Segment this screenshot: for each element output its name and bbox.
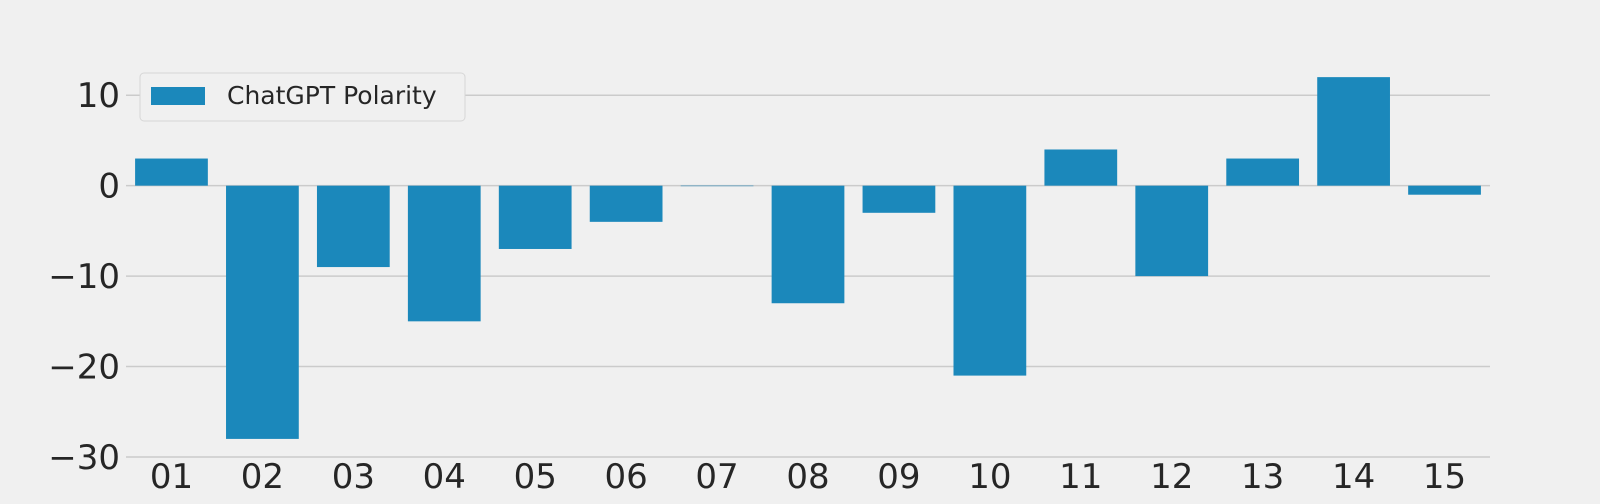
bars: [135, 77, 1481, 439]
x-tick-label: 10: [968, 457, 1011, 497]
bar-11: [1044, 149, 1118, 186]
y-axis-ticks: 10 0 −10 −20 −30: [48, 76, 120, 478]
x-tick-label: 03: [332, 457, 375, 497]
legend-label: ChatGPT Polarity: [227, 81, 437, 110]
bar-10: [953, 185, 1027, 376]
y-tick-label: 10: [77, 76, 120, 116]
x-tick-label: 12: [1150, 457, 1193, 497]
bar-07: [680, 185, 754, 187]
bar-14: [1317, 77, 1390, 186]
y-tick-label: −30: [48, 438, 120, 478]
legend-box: [139, 72, 466, 122]
x-tick-label: 08: [786, 457, 829, 497]
bar-04: [407, 185, 481, 322]
x-tick-label: 06: [605, 457, 648, 497]
y-tick-label: 0: [98, 167, 120, 207]
y-tick-label: −10: [48, 257, 120, 297]
x-tick-label: 05: [514, 457, 557, 497]
x-tick-label: 09: [877, 457, 920, 497]
x-tick-label: 13: [1241, 457, 1284, 497]
bar-01: [135, 158, 208, 186]
bar-13: [1226, 158, 1300, 186]
bar-12: [1135, 185, 1209, 277]
x-axis-ticks: 01 02 03 04 05 06 07 08 09 10 11 12 13 14 15: [150, 457, 1466, 497]
bar-02: [226, 185, 299, 439]
bar-15: [1408, 185, 1481, 195]
x-tick-label: 11: [1059, 457, 1102, 497]
x-tick-label: 01: [150, 457, 193, 497]
bar-09: [862, 185, 936, 213]
bar-08: [771, 185, 845, 304]
bar-03: [316, 185, 390, 268]
x-tick-label: 14: [1332, 457, 1375, 497]
legend-swatch: [151, 87, 205, 105]
x-tick-label: 07: [695, 457, 738, 497]
x-tick-label: 15: [1423, 457, 1466, 497]
bar-06: [589, 185, 663, 222]
y-tick-label: −20: [48, 348, 120, 388]
legend: ChatGPT Polarity: [139, 72, 466, 122]
bar-05: [498, 185, 572, 249]
x-tick-label: 02: [241, 457, 284, 497]
x-tick-label: 04: [423, 457, 466, 497]
